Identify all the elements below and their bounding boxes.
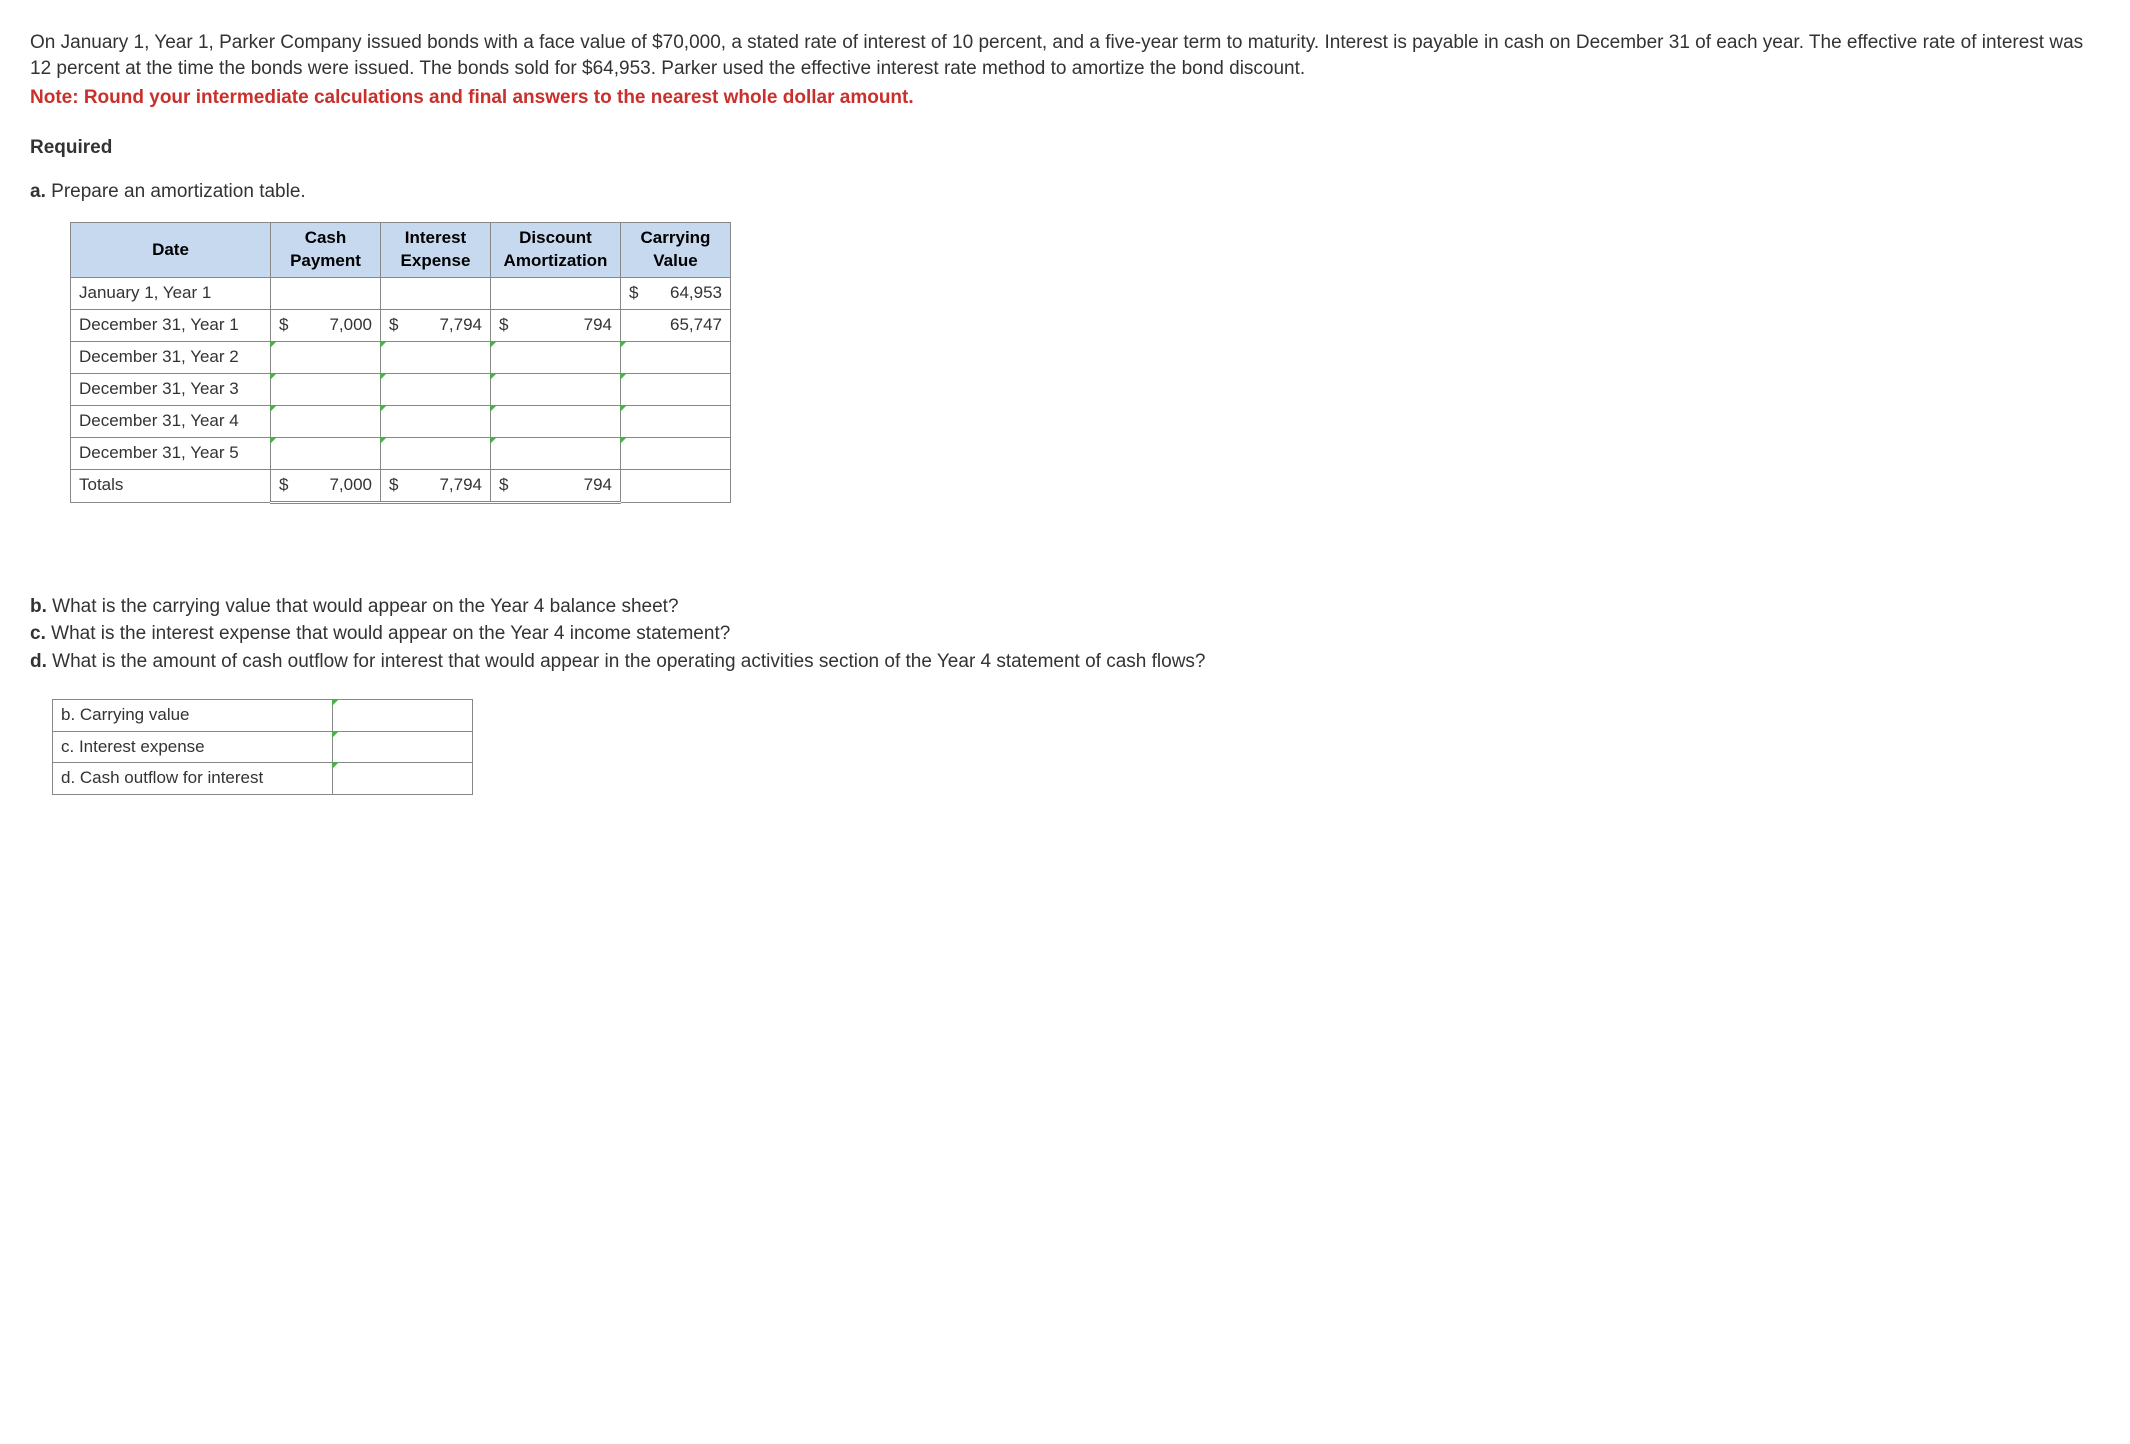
answer-d-input[interactable] (333, 763, 473, 795)
interest-cell (381, 278, 491, 310)
table-row: January 1, Year 1 $64,953 (71, 278, 731, 310)
col-header-carrying: Carrying Value (621, 223, 731, 278)
answer-c-input[interactable] (333, 731, 473, 763)
table-row: December 31, Year 2 (71, 341, 731, 373)
carrying-cell-input[interactable] (621, 373, 731, 405)
discount-cell[interactable]: $794 (491, 310, 621, 342)
totals-interest: $7,794 (381, 469, 491, 502)
answer-c-label: c. Interest expense (53, 731, 333, 763)
interest-cell-input[interactable] (381, 437, 491, 469)
answer-b-input[interactable] (333, 699, 473, 731)
cash-cell-input[interactable] (271, 373, 381, 405)
col-header-discount: Discount Amortization (491, 223, 621, 278)
date-cell: December 31, Year 1 (71, 310, 271, 342)
date-cell: December 31, Year 3 (71, 373, 271, 405)
interest-cell-input[interactable] (381, 405, 491, 437)
q-d-letter: d. (30, 651, 47, 672)
interest-cell-input[interactable] (381, 373, 491, 405)
q-b-letter: b. (30, 596, 47, 617)
part-a-letter: a. (30, 181, 46, 202)
totals-discount: $794 (491, 469, 621, 502)
answer-row-c: c. Interest expense (53, 731, 473, 763)
required-heading: Required (30, 135, 2100, 161)
totals-label: Totals (71, 469, 271, 502)
discount-cell-input[interactable] (491, 373, 621, 405)
carrying-cell: $64,953 (621, 278, 731, 310)
cash-cell-input[interactable] (271, 405, 381, 437)
date-cell: December 31, Year 2 (71, 341, 271, 373)
cash-cell-input[interactable] (271, 437, 381, 469)
table-row: December 31, Year 1 $7,000 $7,794 $794 6… (71, 310, 731, 342)
discount-cell-input[interactable] (491, 341, 621, 373)
amortization-table: Date Cash Payment Interest Expense Disco… (70, 222, 731, 503)
totals-carrying (621, 469, 731, 502)
answer-b-label: b. Carrying value (53, 699, 333, 731)
cash-cell[interactable]: $7,000 (271, 310, 381, 342)
table-row: December 31, Year 4 (71, 405, 731, 437)
part-a-text: Prepare an amortization table. (51, 181, 306, 202)
discount-cell-input[interactable] (491, 405, 621, 437)
col-header-cash: Cash Payment (271, 223, 381, 278)
table-row: December 31, Year 3 (71, 373, 731, 405)
col-header-interest: Interest Expense (381, 223, 491, 278)
q-b-text: What is the carrying value that would ap… (52, 596, 678, 617)
discount-cell-input[interactable] (491, 437, 621, 469)
table-row: December 31, Year 5 (71, 437, 731, 469)
question-list: b. What is the carrying value that would… (30, 594, 2100, 675)
date-cell: December 31, Year 4 (71, 405, 271, 437)
part-a-line: a. Prepare an amortization table. (30, 179, 2100, 205)
answer-row-d: d. Cash outflow for interest (53, 763, 473, 795)
totals-row: Totals $7,000 $7,794 $794 (71, 469, 731, 502)
totals-cash: $7,000 (271, 469, 381, 502)
carrying-cell-input[interactable] (621, 341, 731, 373)
discount-cell (491, 278, 621, 310)
carrying-cell[interactable]: 65,747 (621, 310, 731, 342)
interest-cell-input[interactable] (381, 341, 491, 373)
problem-paragraph: On January 1, Year 1, Parker Company iss… (30, 30, 2100, 81)
date-cell: December 31, Year 5 (71, 437, 271, 469)
answer-row-b: b. Carrying value (53, 699, 473, 731)
date-cell: January 1, Year 1 (71, 278, 271, 310)
carrying-cell-input[interactable] (621, 405, 731, 437)
q-d-text: What is the amount of cash outflow for i… (52, 651, 1205, 672)
cash-cell-input[interactable] (271, 341, 381, 373)
answers-table: b. Carrying value c. Interest expense d.… (52, 699, 473, 796)
interest-cell[interactable]: $7,794 (381, 310, 491, 342)
q-c-letter: c. (30, 623, 46, 644)
col-header-date: Date (71, 223, 271, 278)
problem-note: Note: Round your intermediate calculatio… (30, 85, 2100, 111)
q-c-text: What is the interest expense that would … (51, 623, 730, 644)
answer-d-label: d. Cash outflow for interest (53, 763, 333, 795)
cash-cell (271, 278, 381, 310)
carrying-cell-input[interactable] (621, 437, 731, 469)
